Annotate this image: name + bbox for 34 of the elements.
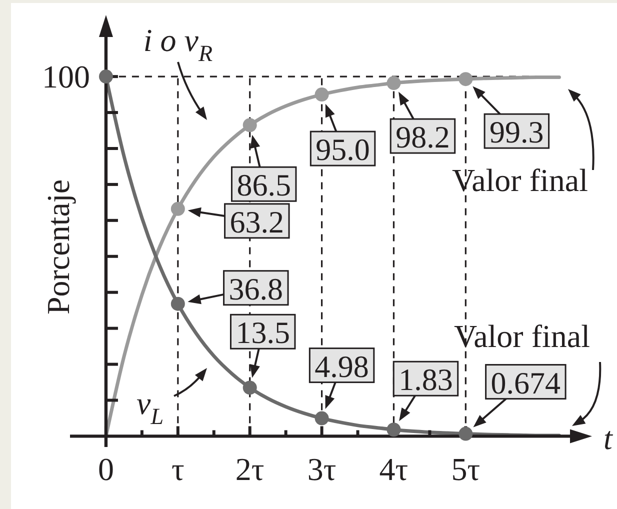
annotation: i o v$_{R}$ [143, 22, 213, 66]
data-label: 4.98 [314, 348, 369, 384]
point [242, 118, 257, 132]
point [314, 411, 329, 426]
data-label: 98.2 [396, 120, 450, 155]
data-label: 1.83 [398, 362, 453, 398]
annotation: Valor final [454, 318, 590, 354]
x-tick-label: 0 [98, 451, 114, 488]
data-label: 95.0 [316, 132, 370, 168]
point [98, 70, 113, 84]
x-tick-label: 5τ [451, 451, 480, 488]
point [386, 76, 401, 90]
data-label: 86.5 [236, 168, 291, 203]
annotation: Valor final [452, 162, 588, 198]
point [314, 88, 329, 102]
data-label: 13.5 [236, 315, 290, 350]
x-axis-title: t [604, 420, 614, 456]
data-label: 63.2 [230, 204, 284, 240]
data-label: 0.674 [490, 365, 562, 400]
x-tick-label: τ [171, 451, 184, 488]
data-label: 36.8 [228, 271, 284, 306]
point [170, 296, 185, 311]
ref-line-label: 100 [42, 58, 90, 95]
point [242, 380, 257, 395]
annotation: v$_{L}$ [136, 385, 164, 429]
x-tick-label: 3τ [307, 451, 336, 488]
point [458, 72, 473, 86]
x-tick-label: 4τ [379, 451, 408, 488]
point [170, 202, 185, 216]
x-tick-label: 2τ [235, 451, 264, 488]
data-label: 99.3 [490, 114, 544, 150]
y-axis-title: Porcentaje [40, 179, 76, 315]
point [386, 422, 401, 437]
point [458, 426, 473, 441]
